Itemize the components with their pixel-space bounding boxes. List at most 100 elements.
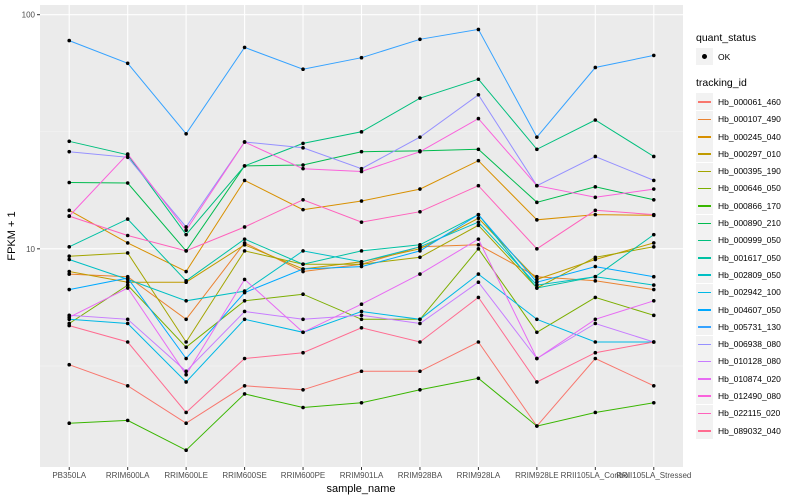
data-point-Hb_089032_040 — [242, 356, 247, 361]
data-point-Hb_022115_020 — [593, 208, 598, 213]
legend-title-quant-status: quant_status — [696, 32, 757, 44]
data-point-Hb_000999_050 — [476, 77, 481, 82]
data-point-Hb_000646_050 — [359, 317, 364, 322]
data-point-Hb_022115_020 — [125, 233, 130, 238]
data-point-Hb_010874_020 — [651, 298, 656, 303]
data-point-Hb_010874_020 — [476, 237, 481, 241]
data-point-Hb_010874_020 — [67, 315, 72, 320]
data-point-Hb_089032_040 — [359, 325, 364, 330]
data-point-Hb_005731_130 — [476, 27, 481, 32]
data-point-Hb_006938_080 — [359, 166, 364, 171]
x-tick-label: RRIM600LE — [164, 471, 208, 480]
line-key-icon — [696, 352, 713, 370]
data-point-Hb_005731_130 — [301, 67, 305, 72]
line-key-icon — [696, 162, 713, 180]
data-point-Hb_000061_460 — [593, 356, 598, 361]
data-point-Hb_001617_050 — [301, 262, 305, 266]
data-point-Hb_004607_050 — [651, 274, 656, 279]
data-point-Hb_002809_050 — [184, 298, 188, 303]
legend-label: OK — [718, 51, 731, 62]
data-point-Hb_001617_050 — [67, 245, 72, 249]
legend-label: Hb_000866_170 — [718, 200, 781, 211]
data-point-Hb_000245_040 — [418, 187, 422, 191]
data-point-Hb_000999_050 — [242, 164, 247, 168]
data-point-Hb_002809_050 — [476, 220, 481, 224]
data-point-Hb_005731_130 — [359, 55, 364, 60]
data-point-Hb_002942_100 — [184, 380, 188, 384]
data-point-Hb_000245_040 — [67, 208, 72, 213]
legend-label: Hb_010128_080 — [718, 356, 781, 367]
data-point-Hb_000866_170 — [359, 400, 364, 405]
data-point-Hb_010874_020 — [125, 286, 130, 290]
data-point-Hb_000061_460 — [67, 362, 72, 367]
line-key-icon — [696, 266, 713, 284]
data-point-Hb_000297_010 — [125, 280, 130, 285]
x-tick-label: PB350LA — [52, 471, 86, 480]
legend-label: Hb_001617_050 — [718, 252, 781, 263]
data-point-Hb_010128_080 — [593, 321, 598, 326]
data-point-Hb_000866_170 — [593, 410, 598, 415]
data-point-Hb_000999_050 — [651, 154, 656, 159]
data-point-Hb_000890_210 — [359, 149, 364, 154]
data-point-Hb_005731_130 — [67, 38, 72, 43]
data-point-Hb_022115_020 — [418, 209, 422, 214]
line-key-icon — [696, 404, 713, 422]
legend-label: Hb_000999_050 — [718, 235, 781, 246]
legend-label: Hb_004607_050 — [718, 304, 781, 315]
data-point-Hb_022115_020 — [476, 183, 481, 188]
data-point-Hb_010874_020 — [301, 330, 305, 335]
data-point-Hb_005731_130 — [184, 131, 188, 136]
data-point-Hb_000890_210 — [476, 147, 481, 152]
data-point-Hb_000866_170 — [125, 418, 130, 423]
legend-item-Hb_000297_010: Hb_000297_010 — [696, 145, 800, 163]
data-point-Hb_010874_020 — [593, 317, 598, 322]
data-point-Hb_006938_080 — [301, 146, 305, 150]
x-tick-label: RRIM928LA — [457, 471, 501, 480]
data-point-Hb_000061_460 — [359, 369, 364, 374]
data-point-Hb_089032_040 — [476, 295, 481, 300]
data-point-Hb_006938_080 — [476, 92, 481, 97]
data-point-Hb_089032_040 — [418, 340, 422, 344]
data-point-Hb_000866_170 — [476, 376, 481, 381]
data-point-Hb_000866_170 — [418, 387, 422, 392]
data-point-Hb_000297_010 — [67, 269, 72, 274]
legend-label: Hb_000061_460 — [718, 96, 781, 107]
legend-item-ok: OK — [696, 48, 800, 66]
data-point-Hb_000395_190 — [125, 251, 130, 255]
data-point-Hb_000395_190 — [67, 254, 72, 259]
legend-item-Hb_012490_080: Hb_012490_080 — [696, 387, 800, 405]
data-point-Hb_000999_050 — [359, 130, 364, 134]
data-point-Hb_012490_080 — [476, 116, 481, 121]
data-point-Hb_010874_020 — [242, 277, 247, 282]
data-point-Hb_012490_080 — [535, 183, 539, 188]
legend-label: Hb_000297_010 — [718, 148, 781, 159]
x-tick-label: RRII105LA_Stressed — [616, 471, 691, 480]
data-point-Hb_010128_080 — [242, 309, 247, 314]
data-point-Hb_005731_130 — [418, 37, 422, 42]
legend-item-Hb_000646_050: Hb_000646_050 — [696, 179, 800, 197]
data-point-Hb_000107_490 — [593, 279, 598, 283]
series-points — [67, 27, 656, 453]
data-point-Hb_010128_080 — [184, 369, 188, 374]
data-point-Hb_089032_040 — [184, 410, 188, 415]
line-key-icon — [696, 110, 713, 128]
data-point-Hb_089032_040 — [651, 340, 656, 344]
data-point-Hb_000395_190 — [184, 340, 188, 344]
data-point-Hb_000395_190 — [593, 255, 598, 260]
data-point-Hb_000245_040 — [476, 158, 481, 163]
data-point-Hb_001617_050 — [535, 286, 539, 290]
data-point-Hb_000245_040 — [301, 207, 305, 212]
legend-label: Hb_000890_210 — [718, 218, 781, 229]
legend-label: Hb_022115_020 — [718, 408, 781, 419]
legend-label: Hb_005731_130 — [718, 321, 781, 332]
data-point-Hb_089032_040 — [125, 340, 130, 344]
data-point-Hb_012490_080 — [301, 166, 305, 171]
data-point-Hb_000999_050 — [301, 141, 305, 146]
data-point-Hb_000061_460 — [242, 384, 247, 388]
x-axis-title: sample_name — [326, 483, 395, 495]
data-point-Hb_000395_190 — [651, 245, 656, 249]
data-point-Hb_000245_040 — [242, 178, 247, 183]
data-point-Hb_000061_460 — [651, 384, 656, 388]
data-point-Hb_002942_100 — [593, 340, 598, 344]
legend-item-Hb_001617_050: Hb_001617_050 — [696, 249, 800, 267]
